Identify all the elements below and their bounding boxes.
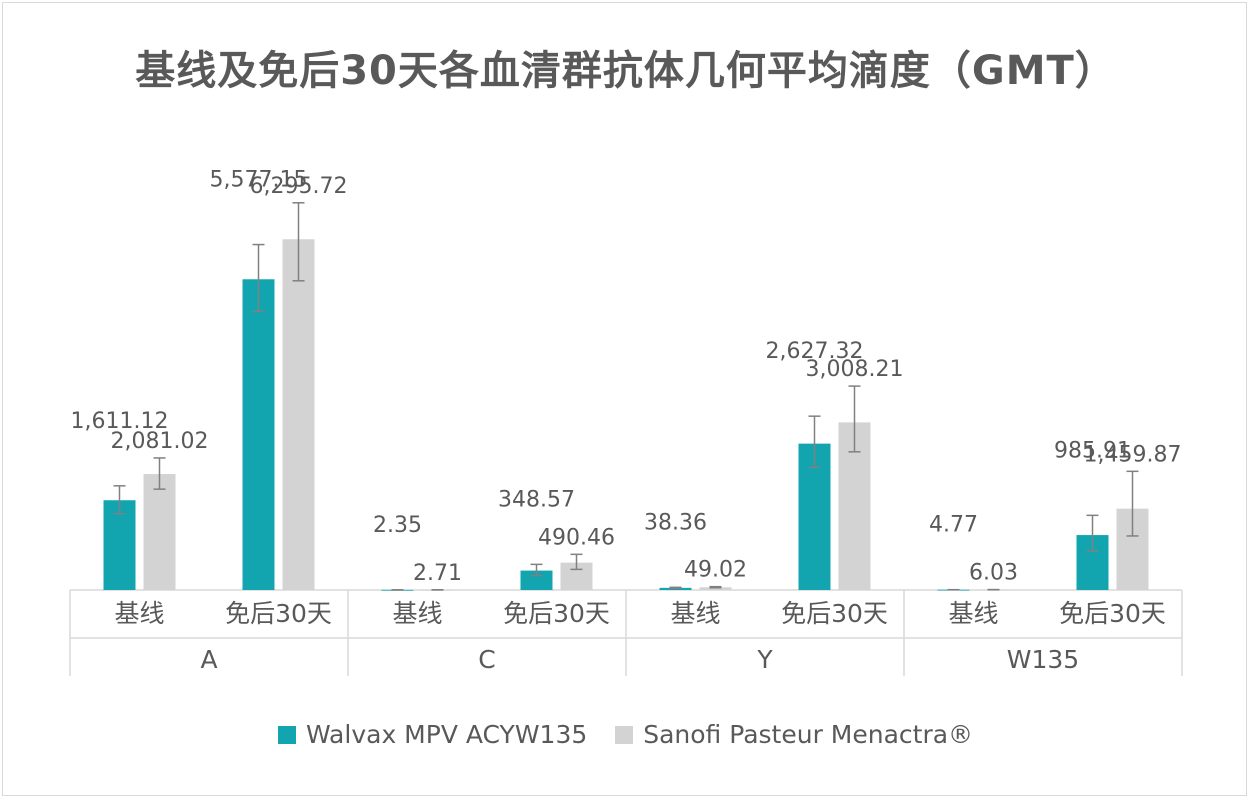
- x-group-label: W135: [1007, 645, 1079, 674]
- bar-sanofi: [282, 239, 315, 590]
- data-label-walvax: 2,627.32: [766, 339, 864, 364]
- data-label-sanofi: 6.03: [969, 561, 1018, 586]
- data-label-walvax: 348.57: [498, 487, 575, 512]
- data-label-walvax: 985.91: [1054, 438, 1131, 463]
- x-tick-label: 免后30天: [781, 599, 888, 628]
- x-tick-label: 基线: [670, 599, 720, 628]
- legend-item-sanofi: Sanofi Pasteur Menactra®: [615, 720, 973, 749]
- x-group-label: C: [478, 645, 495, 674]
- bar-sanofi: [143, 474, 176, 590]
- x-tick-label: 免后30天: [225, 599, 332, 628]
- legend: Walvax MPV ACYW135 Sanofi Pasteur Menact…: [0, 720, 1251, 750]
- x-tick-label: 基线: [114, 599, 164, 628]
- data-label-sanofi: 6,295.72: [250, 174, 348, 199]
- legend-label-sanofi: Sanofi Pasteur Menactra®: [643, 720, 974, 749]
- data-label-walvax: 1,611.12: [71, 409, 169, 434]
- data-label-walvax: 38.36: [644, 510, 707, 535]
- data-label-sanofi: 2,081.02: [111, 429, 209, 454]
- x-tick-label: 基线: [948, 599, 998, 628]
- bar-walvax: [242, 279, 275, 590]
- chart-title: 基线及免后30天各血清群抗体几何平均滴度（GMT）: [135, 48, 1116, 94]
- x-tick-label: 基线: [392, 599, 442, 628]
- x-tick-label: 免后30天: [503, 599, 610, 628]
- data-label-walvax: 2.35: [373, 513, 422, 538]
- x-tick-label: 免后30天: [1059, 599, 1166, 628]
- data-label-sanofi: 49.02: [684, 558, 747, 583]
- bar-walvax: [103, 500, 136, 590]
- legend-item-walvax: Walvax MPV ACYW135: [277, 720, 588, 749]
- data-label-sanofi: 1,459.87: [1084, 442, 1182, 467]
- data-label-sanofi: 2.71: [413, 561, 462, 586]
- x-group-label: A: [200, 645, 217, 674]
- data-label-sanofi: 490.46: [538, 525, 615, 550]
- legend-swatch-sanofi: [615, 725, 634, 744]
- data-label-walvax: 4.77: [929, 513, 978, 538]
- x-group-label: Y: [756, 645, 773, 674]
- legend-swatch-walvax: [277, 725, 296, 744]
- data-label-sanofi: 3,008.21: [806, 357, 904, 382]
- legend-label-walvax: Walvax MPV ACYW135: [305, 720, 588, 749]
- bar-walvax: [520, 570, 553, 590]
- bar-sanofi: [699, 587, 732, 590]
- data-label-walvax: 5,577.15: [210, 168, 308, 193]
